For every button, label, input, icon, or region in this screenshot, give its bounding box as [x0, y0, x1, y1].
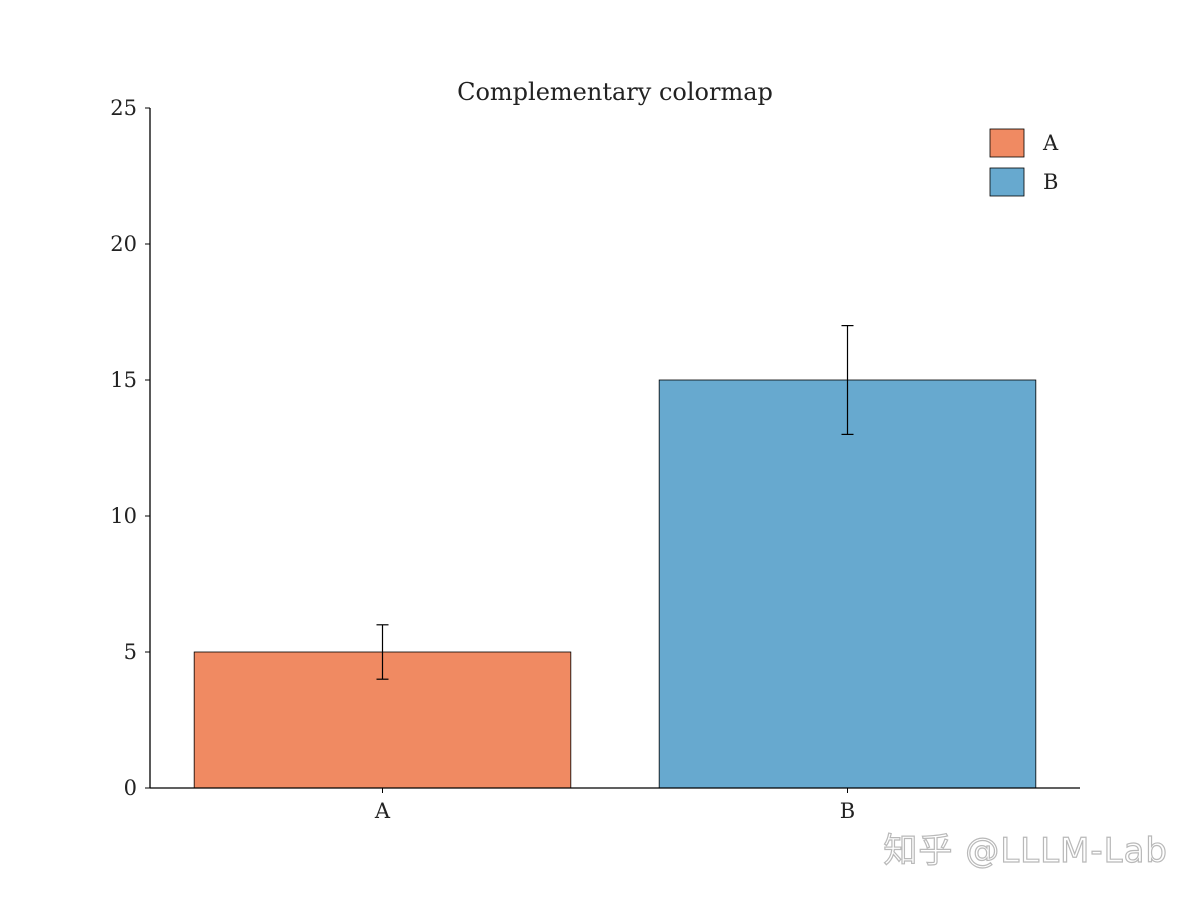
error-bar-A: [376, 624, 389, 680]
legend-swatch-A: [989, 128, 1025, 158]
y-tick-label-15: 15: [110, 368, 137, 392]
x-tick-label-A: A: [374, 799, 391, 823]
y-tick-label-5: 5: [124, 640, 137, 664]
y-tick-label-25: 25: [110, 96, 137, 120]
chart-title: Complementary colormap: [457, 78, 773, 106]
x-tick-label-B: B: [840, 799, 855, 823]
legend: AB: [989, 128, 1059, 197]
watermark-text: 知乎 @LLLM-Lab: [883, 831, 1168, 871]
y-tick-label-0: 0: [124, 776, 137, 800]
error-bar-B: [841, 325, 854, 435]
bar-B: [658, 379, 1037, 789]
y-tick-label-20: 20: [110, 232, 137, 256]
y-tick-label-10: 10: [110, 504, 137, 528]
legend-swatch-B: [989, 167, 1025, 197]
legend-label-A: A: [1042, 131, 1059, 155]
legend-label-B: B: [1043, 170, 1058, 194]
